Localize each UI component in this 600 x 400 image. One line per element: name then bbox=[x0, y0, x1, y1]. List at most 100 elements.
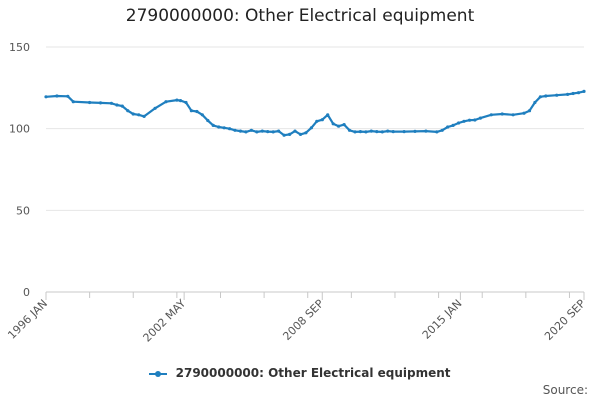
y-tick-label: 100 bbox=[9, 123, 30, 136]
data-point[interactable] bbox=[153, 106, 157, 110]
series-group bbox=[44, 89, 586, 137]
x-axis-ticks: 1996 JAN 2002 MAY 2008 SEP 2015 JAN 2020 SEP bbox=[5, 292, 588, 345]
data-point[interactable] bbox=[457, 121, 461, 125]
data-point[interactable] bbox=[233, 128, 237, 132]
data-point[interactable] bbox=[120, 104, 124, 108]
x-tick-label: 1996 JAN bbox=[5, 297, 50, 342]
data-point[interactable] bbox=[413, 129, 417, 133]
data-point[interactable] bbox=[211, 123, 215, 127]
data-point[interactable] bbox=[566, 92, 570, 96]
data-point[interactable] bbox=[478, 116, 482, 120]
data-point[interactable] bbox=[522, 111, 526, 115]
x-tick-label: 2002 MAY bbox=[141, 297, 189, 345]
data-point[interactable] bbox=[255, 130, 259, 134]
chart-title: 2790000000: Other Electrical equipment bbox=[125, 6, 475, 26]
data-point[interactable] bbox=[282, 133, 286, 137]
data-point[interactable] bbox=[244, 130, 248, 134]
data-point[interactable] bbox=[288, 132, 292, 136]
data-point[interactable] bbox=[178, 99, 183, 103]
data-point[interactable] bbox=[298, 132, 303, 136]
data-point[interactable] bbox=[71, 100, 75, 104]
y-tick-label: 50 bbox=[16, 204, 30, 217]
data-point[interactable] bbox=[358, 130, 362, 134]
legend-label: 2790000000: Other Electrical equipment bbox=[175, 366, 451, 380]
data-point[interactable] bbox=[462, 119, 466, 123]
data-point[interactable] bbox=[109, 101, 113, 105]
data-point[interactable] bbox=[440, 128, 444, 132]
legend[interactable]: 2790000000: Other Electrical equipment bbox=[0, 366, 600, 380]
data-point[interactable] bbox=[369, 129, 373, 133]
data-point[interactable] bbox=[249, 128, 253, 132]
data-point[interactable] bbox=[473, 118, 477, 122]
data-point[interactable] bbox=[582, 89, 586, 93]
data-point[interactable] bbox=[304, 131, 308, 135]
data-point[interactable] bbox=[260, 129, 264, 133]
data-point[interactable] bbox=[375, 130, 379, 134]
data-point[interactable] bbox=[88, 100, 92, 105]
data-point[interactable] bbox=[175, 98, 179, 102]
data-point[interactable] bbox=[142, 114, 146, 118]
data-point[interactable] bbox=[386, 129, 390, 133]
data-point[interactable] bbox=[217, 125, 221, 129]
source-label: Source: bbox=[542, 383, 588, 397]
data-point[interactable] bbox=[228, 127, 232, 131]
y-axis-ticks: 0 50 100 150 bbox=[9, 41, 30, 299]
data-point[interactable] bbox=[184, 100, 188, 105]
x-tick-label: 2008 SEP bbox=[280, 297, 326, 343]
data-point[interactable] bbox=[544, 94, 548, 98]
data-point[interactable] bbox=[44, 95, 48, 99]
data-point[interactable] bbox=[380, 130, 384, 134]
data-point[interactable] bbox=[137, 113, 141, 117]
data-point[interactable] bbox=[353, 130, 357, 134]
data-point[interactable] bbox=[391, 130, 395, 134]
x-tick-label: 2020 SEP bbox=[542, 297, 588, 343]
data-point[interactable] bbox=[527, 109, 532, 113]
data-point[interactable] bbox=[337, 124, 341, 128]
data-point[interactable] bbox=[126, 109, 130, 113]
data-point[interactable] bbox=[55, 94, 59, 98]
data-point[interactable] bbox=[402, 130, 406, 134]
data-point[interactable] bbox=[467, 118, 472, 122]
data-point[interactable] bbox=[424, 129, 428, 133]
data-point[interactable] bbox=[347, 128, 352, 132]
data-point[interactable] bbox=[500, 112, 504, 116]
data-point[interactable] bbox=[266, 130, 270, 134]
data-point[interactable] bbox=[206, 118, 210, 123]
data-point[interactable] bbox=[331, 122, 335, 126]
data-point[interactable] bbox=[538, 95, 543, 99]
data-point[interactable] bbox=[66, 94, 70, 98]
x-tick-label: 2015 JAN bbox=[420, 297, 465, 342]
data-point[interactable] bbox=[277, 129, 281, 133]
data-point[interactable] bbox=[342, 123, 346, 127]
data-point[interactable] bbox=[489, 113, 493, 117]
data-point[interactable] bbox=[195, 109, 199, 114]
data-point[interactable] bbox=[435, 130, 439, 134]
gridlines bbox=[46, 46, 584, 211]
data-point[interactable] bbox=[555, 93, 559, 97]
data-point[interactable] bbox=[238, 129, 243, 133]
data-point[interactable] bbox=[115, 103, 119, 107]
data-point[interactable] bbox=[364, 130, 368, 134]
data-point[interactable] bbox=[571, 91, 575, 96]
data-point[interactable] bbox=[309, 126, 313, 130]
data-point[interactable] bbox=[511, 113, 515, 117]
data-point[interactable] bbox=[315, 119, 319, 123]
data-point[interactable] bbox=[200, 113, 204, 117]
data-point[interactable] bbox=[293, 129, 297, 133]
y-tick-label: 150 bbox=[9, 41, 30, 54]
data-point[interactable] bbox=[189, 109, 193, 113]
data-point[interactable] bbox=[271, 130, 275, 134]
data-point[interactable] bbox=[446, 125, 450, 129]
data-point[interactable] bbox=[451, 123, 455, 127]
data-point[interactable] bbox=[222, 126, 226, 130]
data-point[interactable] bbox=[320, 118, 324, 122]
legend-swatch-icon bbox=[149, 370, 168, 377]
data-point[interactable] bbox=[164, 100, 168, 104]
data-point[interactable] bbox=[131, 112, 135, 116]
data-point[interactable] bbox=[533, 100, 537, 105]
data-point[interactable] bbox=[98, 101, 103, 105]
data-point[interactable] bbox=[576, 91, 581, 95]
y-tick-label: 0 bbox=[23, 286, 30, 299]
data-point[interactable] bbox=[326, 113, 330, 117]
